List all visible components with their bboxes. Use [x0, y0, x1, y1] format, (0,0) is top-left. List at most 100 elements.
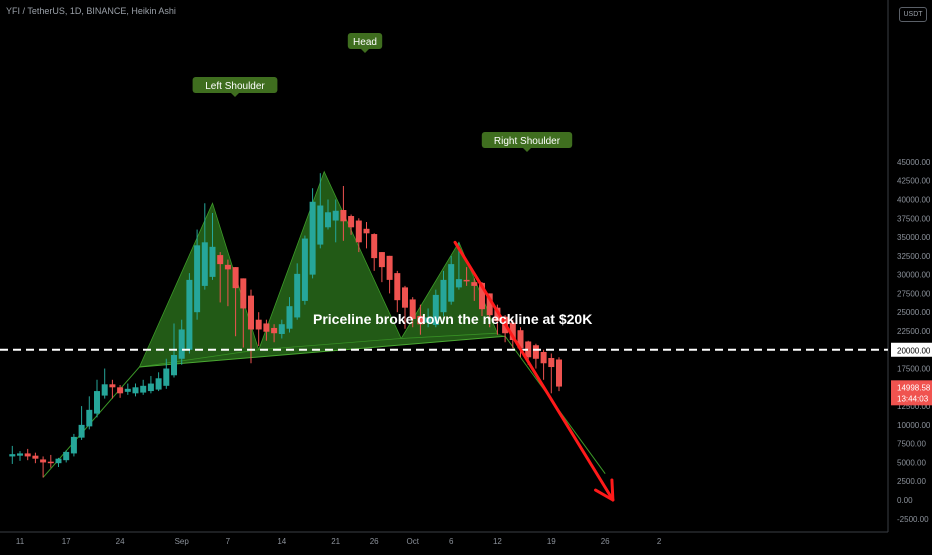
candle-9[interactable]	[78, 406, 85, 440]
candle-49[interactable]	[386, 255, 393, 294]
candle-body	[348, 216, 355, 228]
candle-8[interactable]	[70, 433, 77, 457]
candle-38[interactable]	[301, 235, 308, 305]
candle-body	[432, 294, 439, 325]
candle-37[interactable]	[294, 263, 301, 320]
candle-29[interactable]	[232, 267, 239, 337]
candle-57[interactable]	[448, 255, 455, 305]
candle-6[interactable]	[55, 457, 62, 467]
candle-70[interactable]	[548, 353, 555, 394]
price-tick-label: 17500.00	[897, 365, 931, 374]
label-head-pointer	[361, 49, 369, 53]
candle-body	[471, 282, 478, 286]
candle-47[interactable]	[371, 233, 378, 271]
candle-body	[278, 324, 285, 334]
candle-33[interactable]	[263, 319, 270, 341]
candle-56[interactable]	[440, 270, 447, 316]
candle-12[interactable]	[101, 368, 108, 399]
candle-41[interactable]	[325, 199, 331, 230]
candle-body	[509, 322, 516, 340]
candle-15[interactable]	[124, 383, 131, 395]
price-tick-label: 35000.00	[897, 233, 931, 242]
candle-60[interactable]	[471, 278, 478, 301]
candle-43[interactable]	[340, 185, 347, 241]
candle-69[interactable]	[540, 349, 547, 380]
candle-14[interactable]	[117, 385, 124, 398]
candle-45[interactable]	[355, 218, 362, 253]
price-tick-label: 0.00	[897, 496, 913, 505]
candle-5[interactable]	[47, 454, 54, 468]
candle-0[interactable]	[9, 445, 16, 464]
candle-52[interactable]	[409, 297, 416, 328]
candle-2[interactable]	[24, 448, 31, 461]
price-tick-label: 10000.00	[897, 421, 931, 430]
candle-32[interactable]	[255, 312, 262, 346]
countdown-tag: 13:44:03	[897, 394, 929, 403]
label-head-bg	[347, 33, 383, 49]
candle-16[interactable]	[132, 383, 139, 397]
label-right-shoulder-pointer	[523, 148, 531, 152]
candle-55[interactable]	[432, 289, 439, 328]
candle-30[interactable]	[240, 278, 247, 348]
candle-body	[271, 327, 278, 334]
candle-39[interactable]	[309, 188, 316, 279]
candle-23[interactable]	[186, 273, 193, 354]
candle-24[interactable]	[194, 229, 201, 320]
neckline-band	[139, 333, 506, 367]
time-tick-label: 12	[493, 537, 502, 546]
candle-53[interactable]	[417, 304, 424, 335]
time-tick-label: 14	[277, 537, 286, 546]
candle-body	[9, 454, 16, 457]
candle-35[interactable]	[278, 319, 285, 339]
candle-3[interactable]	[32, 452, 39, 464]
candle-44[interactable]	[348, 214, 355, 235]
candle-68[interactable]	[532, 343, 539, 369]
candle-17[interactable]	[140, 379, 147, 395]
candle-body	[248, 295, 254, 330]
candle-26[interactable]	[209, 213, 216, 280]
candle-31[interactable]	[248, 289, 254, 364]
candle-body	[147, 383, 154, 392]
price-tick-label: 12500.00	[897, 402, 931, 411]
candle-7[interactable]	[63, 450, 70, 463]
candle-71[interactable]	[556, 357, 562, 392]
chart-title: YFI / TetherUS, 1D, BINANCE, Heikin Ashi	[6, 6, 176, 16]
candle-11[interactable]	[94, 379, 100, 418]
candle-28[interactable]	[224, 259, 231, 307]
candle-54[interactable]	[425, 308, 432, 328]
candle-27[interactable]	[217, 252, 224, 303]
candle-body	[63, 451, 70, 461]
candle-51[interactable]	[402, 285, 408, 329]
price-tick-label: 42500.00	[897, 177, 931, 186]
candle-body	[301, 238, 308, 301]
candle-body	[540, 352, 547, 364]
candle-20[interactable]	[163, 358, 170, 389]
candle-36[interactable]	[286, 297, 293, 333]
candle-19[interactable]	[155, 372, 162, 392]
time-tick-label: 19	[547, 537, 556, 546]
candle-1[interactable]	[17, 451, 23, 461]
candle-10[interactable]	[86, 396, 93, 430]
candle-18[interactable]	[147, 376, 154, 394]
candle-body	[317, 205, 324, 245]
candle-4[interactable]	[40, 456, 47, 478]
candle-34[interactable]	[271, 324, 278, 343]
neckline-tag-bg	[891, 342, 932, 357]
candle-25[interactable]	[201, 203, 208, 290]
candle-50[interactable]	[394, 270, 401, 313]
candle-66[interactable]	[517, 327, 524, 358]
candle-13[interactable]	[109, 379, 116, 399]
currency-badge[interactable]: USDT	[899, 7, 927, 22]
candle-48[interactable]	[378, 252, 385, 283]
candle-42[interactable]	[332, 199, 339, 243]
candle-body	[86, 409, 93, 427]
candle-body	[132, 387, 139, 394]
candle-59[interactable]	[463, 267, 470, 286]
current-price-tag-bg	[891, 380, 932, 406]
candle-40[interactable]	[317, 173, 324, 249]
price-tick-label: 30000.00	[897, 271, 931, 280]
candle-22[interactable]	[178, 319, 185, 365]
candles	[9, 173, 562, 478]
candle-46[interactable]	[363, 222, 370, 249]
